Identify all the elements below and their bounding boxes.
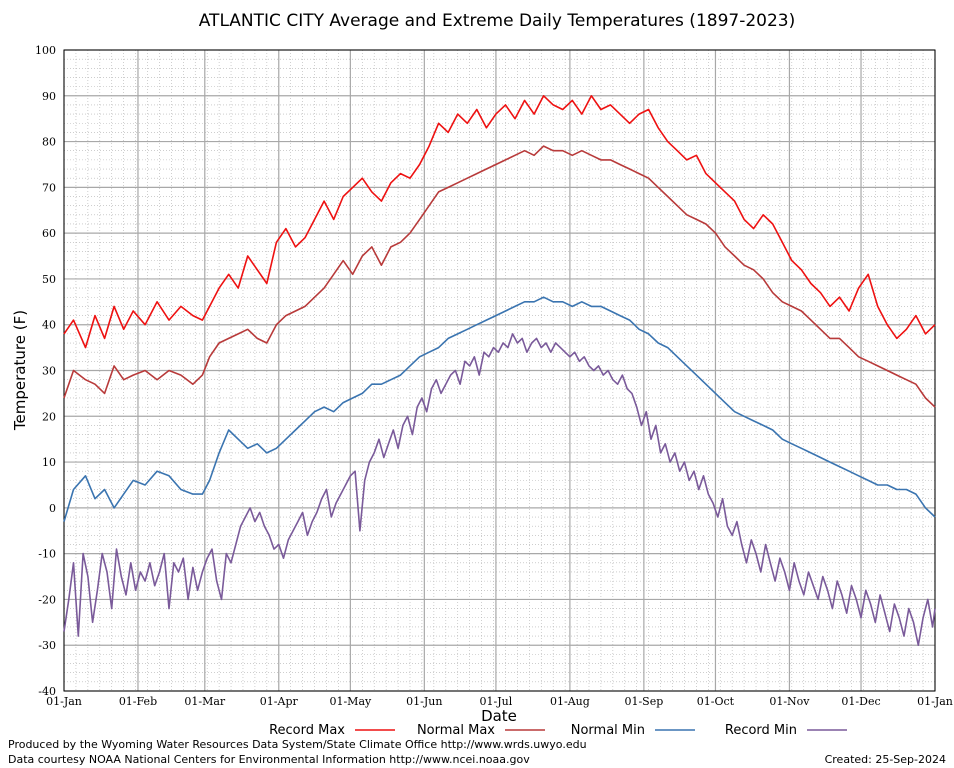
x-tick-label: 01-Jun bbox=[406, 695, 442, 708]
x-tick-label: 01-Jan bbox=[917, 695, 953, 708]
footer-created-date: Created: 25-Sep-2024 bbox=[825, 753, 946, 766]
legend-label: Record Max bbox=[269, 723, 345, 738]
y-tick-label: -40 bbox=[38, 685, 56, 698]
y-tick-label: 100 bbox=[35, 44, 56, 57]
x-tick-label: 01-Oct bbox=[697, 695, 735, 708]
x-tick-label: 01-Aug bbox=[550, 695, 590, 708]
legend-label: Record Min bbox=[725, 723, 797, 738]
x-tick-label: 01-Sep bbox=[624, 695, 663, 708]
x-tick-label: 01-Mar bbox=[184, 695, 226, 708]
series-line-normal-max bbox=[63, 145, 936, 408]
x-tick-label: 01-Jul bbox=[480, 695, 513, 708]
series-lines bbox=[63, 95, 936, 646]
series-line-record-max bbox=[63, 95, 936, 349]
chart-title: ATLANTIC CITY Average and Extreme Daily … bbox=[199, 11, 796, 31]
y-tick-label: 0 bbox=[49, 502, 56, 515]
x-tick-labels: 01-Jan 01-Feb 01-Mar 01-Apr 01-May 01-Jun 01-J… bbox=[46, 695, 953, 708]
y-tick-label: 80 bbox=[42, 136, 56, 149]
x-axis-label: Date bbox=[481, 707, 517, 725]
x-tick-label: 01-May bbox=[329, 695, 372, 708]
legend: Record Max Normal Max Normal Min Record Min bbox=[269, 723, 847, 738]
y-tick-label: 90 bbox=[42, 90, 56, 103]
y-tick-label: 50 bbox=[42, 273, 56, 286]
series-line-normal-min bbox=[63, 296, 936, 522]
plot-frame bbox=[63, 49, 936, 692]
legend-label: Normal Min bbox=[571, 723, 645, 738]
y-tick-label: -20 bbox=[38, 593, 56, 606]
y-tick-label: 70 bbox=[42, 181, 56, 194]
footer-credit-line-1: Produced by the Wyoming Water Resources … bbox=[8, 738, 587, 751]
x-tick-label: 01-Nov bbox=[769, 695, 810, 708]
y-tick-label: 40 bbox=[42, 319, 56, 332]
y-tick-label: 60 bbox=[42, 227, 56, 240]
y-tick-label: -30 bbox=[38, 639, 56, 652]
x-tick-label: 01-Jan bbox=[46, 695, 82, 708]
y-tick-label: 30 bbox=[42, 365, 56, 378]
legend-label: Normal Max bbox=[417, 723, 495, 738]
y-tick-label: -10 bbox=[38, 548, 56, 561]
footer-credit-line-2: Data courtesy NOAA National Centers for … bbox=[8, 753, 530, 766]
y-axis-label: Temperature (F) bbox=[11, 310, 29, 431]
x-tick-label: 01-Feb bbox=[119, 695, 157, 708]
y-tick-label: 20 bbox=[42, 410, 56, 423]
y-tick-label: 10 bbox=[42, 456, 56, 469]
series-line-record-min bbox=[63, 333, 936, 646]
x-tick-label: 01-Apr bbox=[260, 695, 299, 708]
x-tick-label: 01-Dec bbox=[841, 695, 880, 708]
